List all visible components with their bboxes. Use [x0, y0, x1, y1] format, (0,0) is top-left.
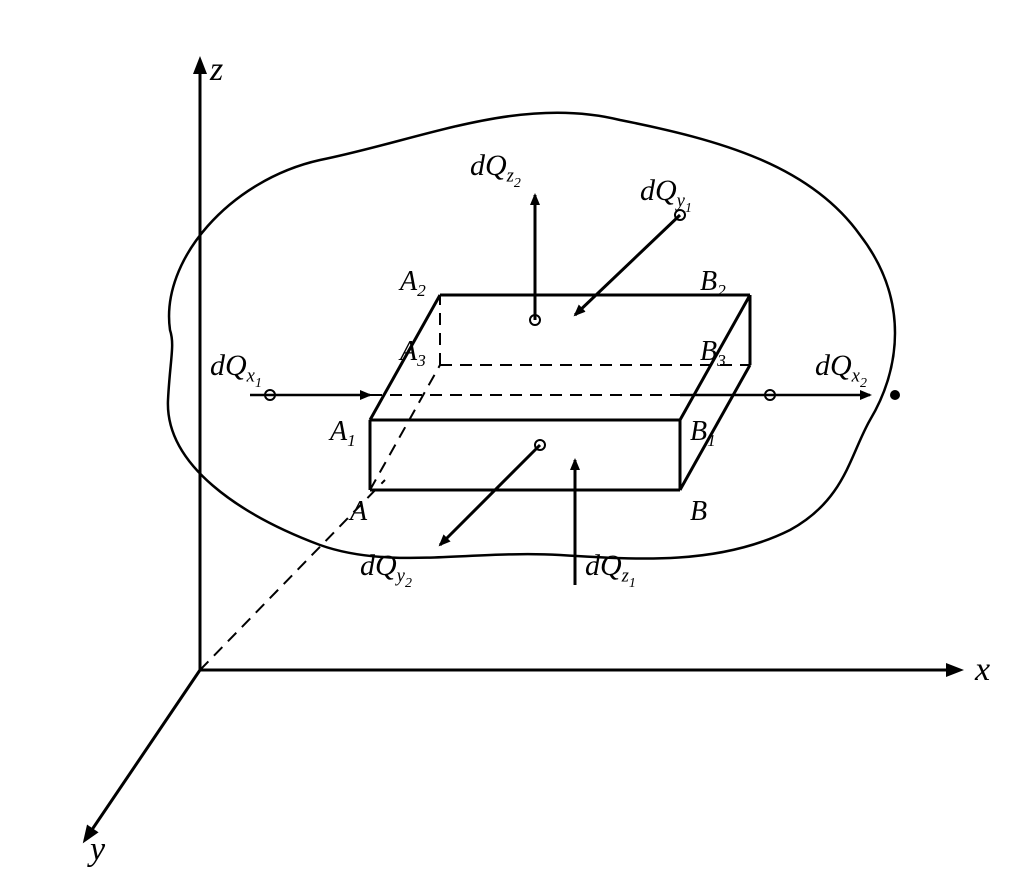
vertex-B1: B1	[690, 416, 716, 450]
dQz1-label: dQz1	[585, 549, 636, 591]
heat-flux-element-diagram: z x y A B A1 B1 A2 B2 A3 B3 dQx1 dQx2 dQz2 dQz1 dQy1 dQy…	[0, 0, 1012, 873]
vertex-A: A	[348, 496, 368, 527]
dQy2-label: dQy2	[360, 549, 412, 591]
vertex-A1: A1	[328, 416, 356, 450]
vertex-B3: B3	[700, 336, 726, 370]
vertex-A2: A2	[398, 266, 426, 300]
body-outline	[168, 113, 895, 559]
dQx1-label: dQx1	[210, 349, 262, 391]
dQz2-label: dQz2	[470, 149, 521, 191]
y-axis	[85, 670, 200, 840]
vertex-A3: A3	[398, 336, 426, 370]
z-axis-label: z	[209, 51, 223, 88]
dQy1-label: dQy1	[640, 174, 692, 216]
x-axis-label: x	[974, 651, 990, 688]
edge-A-A3-hidden	[370, 365, 440, 490]
y-axis-label: y	[87, 831, 106, 868]
x-line-end-dot	[890, 390, 900, 400]
dQx2-label: dQx2	[815, 349, 867, 391]
vertex-B2: B2	[700, 266, 726, 300]
vertex-B: B	[690, 496, 707, 527]
dQy2-arrow	[440, 445, 540, 545]
dQy1-arrow	[575, 215, 680, 315]
